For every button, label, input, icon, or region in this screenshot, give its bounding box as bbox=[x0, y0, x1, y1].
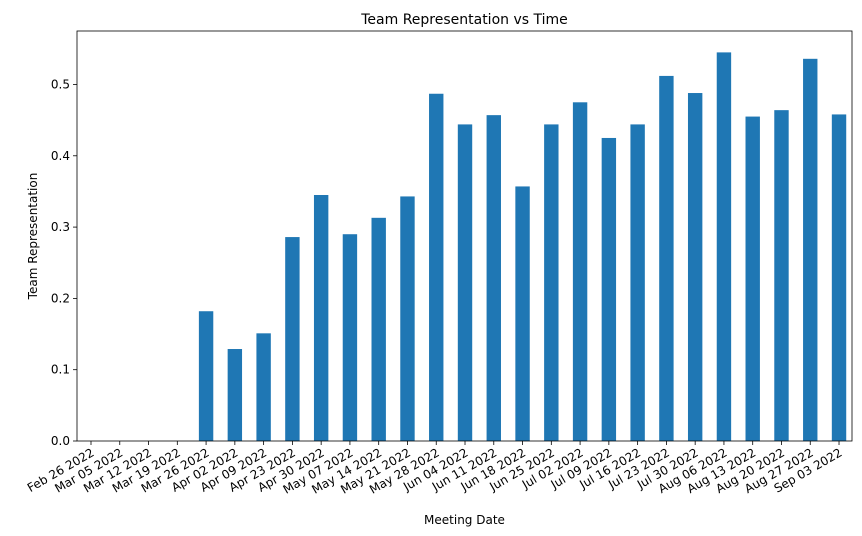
bar bbox=[515, 186, 530, 441]
y-axis: 0.0 0.1 0.2 0.3 0.4 0.5 bbox=[51, 77, 77, 448]
bar bbox=[544, 124, 559, 441]
y-tick-label: 0.1 bbox=[51, 363, 70, 377]
bar bbox=[687, 93, 703, 441]
bar bbox=[285, 237, 300, 441]
bar bbox=[313, 195, 329, 441]
bar bbox=[457, 124, 473, 441]
bar bbox=[256, 333, 271, 441]
bar bbox=[745, 116, 760, 441]
y-tick-label: 0.4 bbox=[51, 149, 70, 163]
bar bbox=[803, 58, 818, 442]
y-axis-label: Team Representation bbox=[26, 173, 40, 301]
bar bbox=[198, 311, 214, 441]
bar bbox=[400, 196, 415, 441]
bar bbox=[659, 75, 674, 442]
y-tick-label: 0.0 bbox=[51, 434, 70, 448]
y-tick-label: 0.5 bbox=[51, 77, 70, 91]
bar bbox=[831, 114, 847, 442]
bar bbox=[572, 102, 588, 442]
bar bbox=[601, 137, 617, 441]
bar bbox=[486, 115, 501, 441]
bar bbox=[774, 110, 789, 442]
bar bbox=[342, 234, 358, 441]
bar bbox=[429, 93, 444, 441]
bar bbox=[716, 52, 732, 441]
plot-frame bbox=[76, 30, 853, 442]
x-axis-label: Meeting Date bbox=[424, 513, 505, 527]
chart-title: Team Representation vs Time bbox=[360, 12, 568, 28]
y-tick-label: 0.2 bbox=[51, 291, 70, 305]
bars-group bbox=[198, 52, 847, 442]
bar bbox=[371, 217, 386, 441]
bar bbox=[227, 349, 243, 441]
bar bbox=[630, 124, 645, 441]
y-tick-label: 0.3 bbox=[51, 220, 70, 234]
